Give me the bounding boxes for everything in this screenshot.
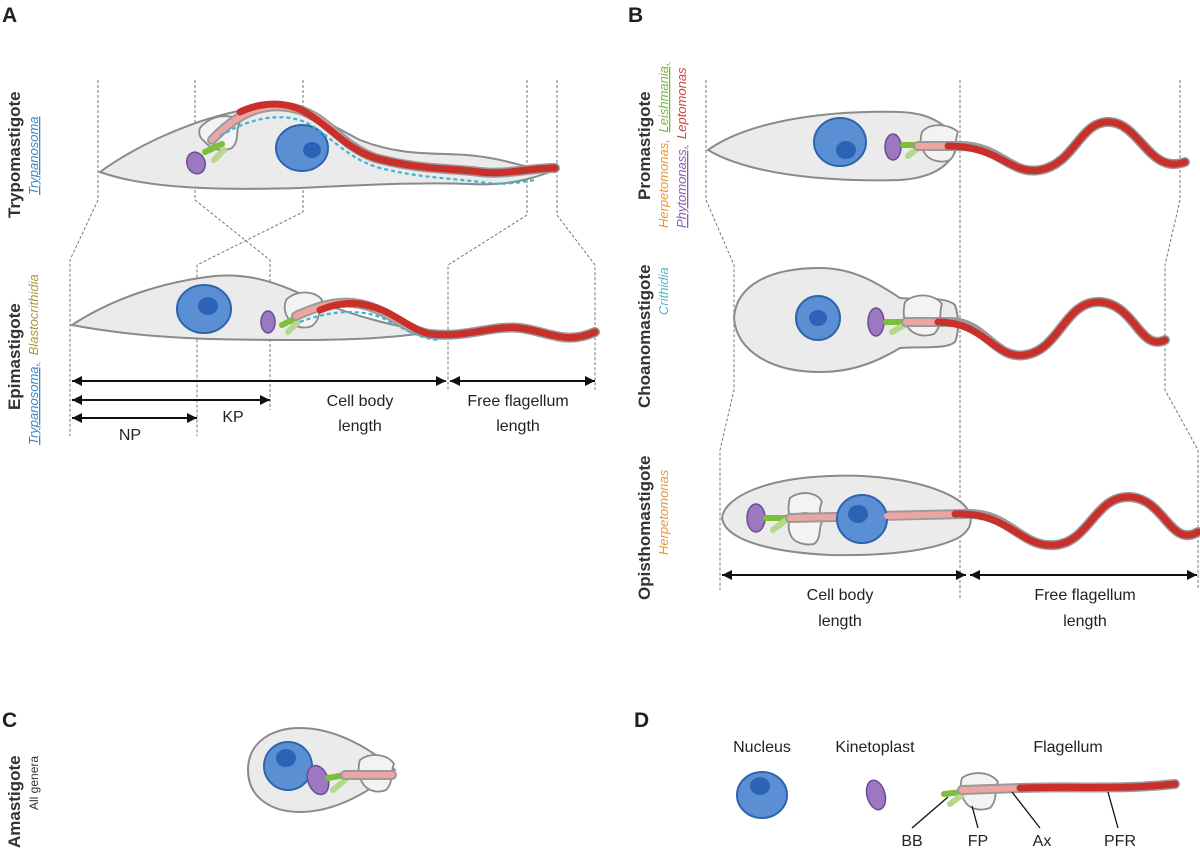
epimastigote-genera: Trypanosoma, Blastocrithidia [26, 274, 41, 445]
free-flagellum-length-label-b-1: Free flagellum [1034, 587, 1135, 604]
np-label: NP [119, 427, 141, 444]
epimastigote-genus-2: Blastocrithidia [26, 274, 41, 355]
cell-body-length-label-b-1: Cell body [807, 587, 874, 604]
opisthomastigote-cell [720, 474, 1200, 557]
opisthomastigote-name: Opisthomastigote [635, 455, 654, 600]
trypomastigote-nucleus [275, 124, 329, 172]
epimastigote-label: Epimastigote Trypanosoma, Blastocrithidi… [5, 274, 41, 445]
cell-body-length-label-a-2: length [338, 418, 382, 435]
opisthomastigote-genus: Herpetomonas [656, 469, 671, 555]
legend-kinetoplast-label: Kinetoplast [835, 739, 915, 756]
promastigote-label: Promastigote Herpetomonas, Leishmania, P… [635, 62, 689, 228]
promastigote-genera-line1: Herpetomonas, Leishmania, [656, 62, 671, 228]
epimastigote-name: Epimastigote [5, 303, 24, 410]
panel-label-b: B [628, 4, 643, 27]
promastigote-genera-line2: Phytomonass, Leptomonas [674, 67, 689, 228]
legend-flagellum-icon [941, 772, 1180, 811]
epimastigote-kinetoplast [260, 310, 276, 334]
amastigote-label: Amastigote All genera [5, 755, 41, 848]
trypomastigote-label: Trypomastigote Trypanosoma [5, 91, 41, 218]
amastigote-name: Amastigote [5, 755, 24, 848]
legend-flagellum-label: Flagellum [1033, 739, 1102, 756]
trypomastigote-genus: Trypanosoma [26, 116, 41, 195]
cell-body-length-label-a-1: Cell body [327, 393, 394, 410]
panel-label-a: A [2, 4, 17, 27]
amastigote-cell [246, 726, 397, 814]
choanomastigote-name: Choanomastigote [635, 264, 654, 408]
legend-kinetoplast-icon [865, 779, 887, 811]
legend-fp-label: FP [968, 833, 988, 850]
kp-label: KP [222, 409, 243, 426]
cell-body-length-label-b-2: length [818, 613, 862, 630]
free-flagellum-length-label-b-2: length [1063, 613, 1107, 630]
legend: Nucleus Kinetoplast Flagellum BB FP Ax P… [733, 739, 1180, 850]
promastigote-genus-leishmania: Leishmania, [656, 62, 671, 132]
legend-pfr-label: PFR [1104, 833, 1136, 850]
free-flagellum-length-label-a-2: length [496, 418, 540, 435]
choanomastigote-cell [732, 266, 1170, 374]
free-flagellum-length-label-a-1: Free flagellum [467, 393, 568, 410]
trypomastigote-kinetoplast [185, 151, 207, 175]
legend-nucleus-icon [736, 771, 788, 819]
legend-bb-label: BB [901, 833, 922, 850]
choanomastigote-label: Choanomastigote Crithidia [635, 264, 671, 408]
panel-b-measurements: Cell body length Free flagellum length [722, 570, 1197, 630]
promastigote-genus-leptomonas: Leptomonas [674, 67, 689, 139]
promastigote-name: Promastigote [635, 91, 654, 200]
panel-label-c: C [2, 709, 17, 732]
promastigote-kinetoplast [884, 133, 902, 161]
trypomastigote-name: Trypomastigote [5, 91, 24, 218]
amastigote-genus: All genera [27, 756, 41, 810]
legend-ax-label: Ax [1033, 833, 1052, 850]
trypomastigote-cell [97, 100, 560, 190]
epimastigote-genus-1: Trypanosoma, [26, 363, 41, 445]
opisthomastigote-kinetoplast [746, 503, 766, 533]
epimastigote-cell [69, 274, 600, 343]
panel-a-measurements: Cell body length Free flagellum length N… [72, 376, 595, 444]
panel-b-guides [705, 80, 1199, 600]
promastigote-genus-herpetomonas: Herpetomonas, [656, 139, 671, 228]
promastigote-genus-phytomonas: Phytomonass, [674, 146, 689, 228]
opisthomastigote-label: Opisthomastigote Herpetomonas [635, 455, 671, 600]
legend-nucleus-label: Nucleus [733, 739, 791, 756]
panel-label-d: D [634, 709, 649, 732]
choanomastigote-kinetoplast [867, 307, 885, 337]
choanomastigote-genus: Crithidia [656, 267, 671, 315]
promastigote-cell [706, 110, 1190, 182]
promastigote-nucleus [813, 117, 867, 167]
